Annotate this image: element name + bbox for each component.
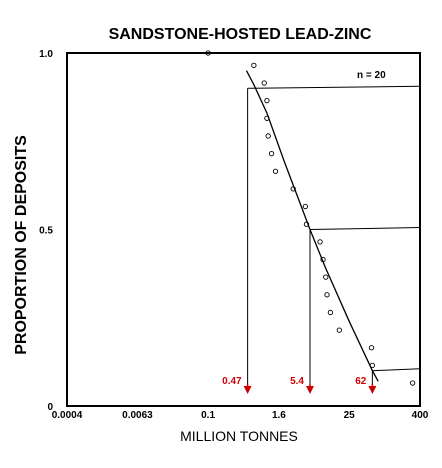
data-point [264,98,270,104]
plot-frame [66,52,421,407]
x-tick-label: 0.0063 [122,410,153,421]
y-axis-label: PROPORTION OF DEPOSITS [13,135,30,355]
x-tick-label: 400 [412,410,429,421]
percentile-guides: 0.47 5.4 62 [222,85,421,394]
data-point [323,274,329,280]
red-arrow-head [368,386,377,394]
data-point [303,221,310,227]
data-point [336,327,342,333]
y-tick-label: 1.0 [39,49,53,60]
data-point [317,239,323,245]
data-point [369,362,376,369]
percentile-value-label: 5.4 [290,376,304,387]
percentile-horizontal-line [372,368,421,372]
fitted-curve [245,70,379,382]
percentile-value-label: 62 [355,376,367,387]
data-point [290,186,296,192]
data-point [302,203,308,210]
x-tick-label: 0.0004 [52,410,83,421]
data-point [205,50,211,56]
data-point [324,292,330,298]
data-point [327,309,334,316]
data-point [251,62,257,69]
data-point [272,168,279,174]
y-tick-label: 0.5 [39,226,53,237]
data-point [261,80,267,86]
data-point [264,115,270,121]
data-point [368,345,375,351]
n-label: n = 20 [357,70,386,81]
percentile-horizontal-line [309,227,421,230]
red-arrow-head [243,386,252,394]
data-points [205,50,416,386]
data-point [320,256,326,263]
x-axis-label: MILLION TONNES [180,428,298,444]
y-tick-label: 0 [47,402,53,413]
chart-title: SANDSTONE-HOSTED LEAD-ZINC [109,26,372,43]
fitted-curve-group [245,70,379,382]
x-tick-label: 25 [344,410,356,421]
red-arrow-head [306,386,315,394]
x-tick-label: 1.6 [272,410,286,421]
x-tick-label: 0.1 [201,410,215,421]
data-point [409,380,416,386]
data-point [265,133,271,139]
tick-labels: 0.0004 0.0063 0.1 1.6 25 400 0 0.5 1.0 [39,49,429,421]
data-point [268,150,275,157]
percentile-value-label: 0.47 [222,376,242,387]
percentile-horizontal-line [247,85,421,89]
